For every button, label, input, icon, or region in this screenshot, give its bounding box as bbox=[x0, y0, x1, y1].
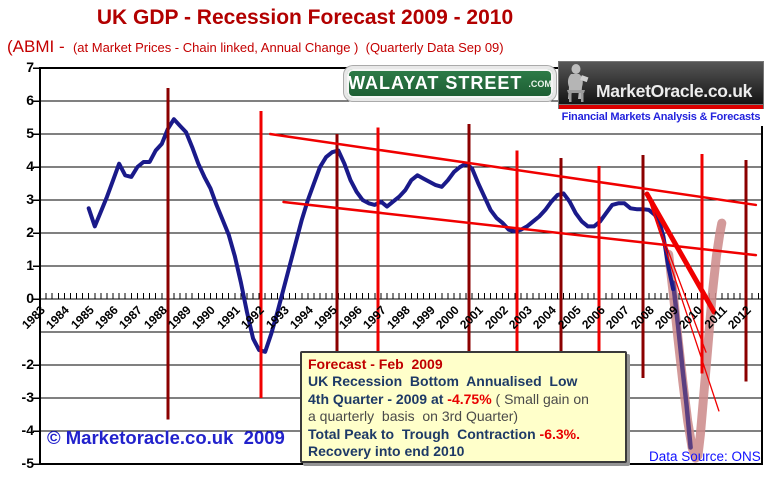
y-label-6: 6 bbox=[26, 92, 34, 108]
chart-subtitle: (ABMI - (at Market Prices - Chain linked… bbox=[7, 37, 767, 57]
copyright-watermark: © Marketoracle.co.uk 2009 bbox=[47, 427, 285, 448]
forecast-annotation-box: Forecast - Feb 2009 UK Recession Bottom … bbox=[300, 351, 627, 463]
y-label-2: 2 bbox=[26, 224, 34, 240]
walayat-street-watermark: WALAYAT STREET .COM bbox=[344, 66, 556, 101]
forecast-box-line4: a quarterly basis on 3rd Quarter) bbox=[308, 408, 519, 425]
downtrend-channel-lower bbox=[282, 200, 758, 257]
data-source-label: Data Source: ONS bbox=[649, 449, 761, 464]
y-label--5: -5 bbox=[21, 455, 34, 471]
street-sign-label: WALAYAT STREET bbox=[348, 73, 523, 93]
forecast-box-line5: Total Peak to Trough Contraction -6.3%. bbox=[308, 425, 580, 442]
logo-red-stripe bbox=[558, 105, 764, 109]
y-label-1: 1 bbox=[26, 257, 34, 273]
y-label--4: -4 bbox=[21, 422, 34, 438]
page-title: UK GDP - Recession Forecast 2009 - 2010 bbox=[96, 6, 514, 29]
downtrend-channel-upper bbox=[268, 132, 758, 207]
y-label--3: -3 bbox=[21, 389, 34, 405]
forecast-trend-thin-1 bbox=[646, 193, 707, 353]
uk-gdp-actual-line bbox=[86, 117, 676, 354]
marketoracle-banner: MarketOracle.co.uk bbox=[558, 61, 764, 105]
forecast-trend-thick bbox=[644, 191, 717, 315]
y-label--2: -2 bbox=[21, 356, 34, 372]
y-label-0: 0 bbox=[26, 290, 34, 306]
subtitle-detail: (at Market Prices - Chain linked, Annual… bbox=[69, 40, 366, 55]
y-label-4: 4 bbox=[26, 158, 34, 174]
forecast-box-line2: UK Recession Bottom Annualised Low bbox=[308, 373, 578, 390]
contraction-value: -6.3%. bbox=[539, 425, 580, 442]
marketoracle-name: MarketOracle.co.uk bbox=[596, 81, 753, 101]
y-label-5: 5 bbox=[26, 125, 34, 141]
thinker-statue-icon bbox=[567, 64, 589, 102]
forecast-box-line6: Recovery into end 2010 bbox=[308, 443, 465, 460]
subtitle-quarterly: (Quarterly Data Sep 09) bbox=[365, 40, 504, 55]
y-label-3: 3 bbox=[26, 191, 34, 207]
marketoracle-logo: MarketOracle.co.uk Financial Markets Ana… bbox=[558, 61, 764, 126]
forecast-low-value: -4.75% bbox=[447, 390, 492, 407]
street-sign-dotcom: .COM bbox=[528, 78, 552, 89]
marketoracle-tagline: Financial Markets Analysis & Forecasts bbox=[558, 109, 764, 126]
subtitle-series-code: (ABMI - bbox=[7, 37, 70, 56]
forecast-box-line3: 4th Quarter - 2009 at -4.75% ( Small gai… bbox=[308, 390, 589, 407]
street-sign: WALAYAT STREET .COM bbox=[347, 69, 553, 98]
forecast-box-heading: Forecast - Feb 2009 bbox=[308, 356, 443, 372]
actual-overlapping-forecast-line bbox=[670, 280, 693, 450]
forecast-trend-thin-2 bbox=[646, 193, 720, 412]
y-label-7: 7 bbox=[26, 59, 34, 75]
